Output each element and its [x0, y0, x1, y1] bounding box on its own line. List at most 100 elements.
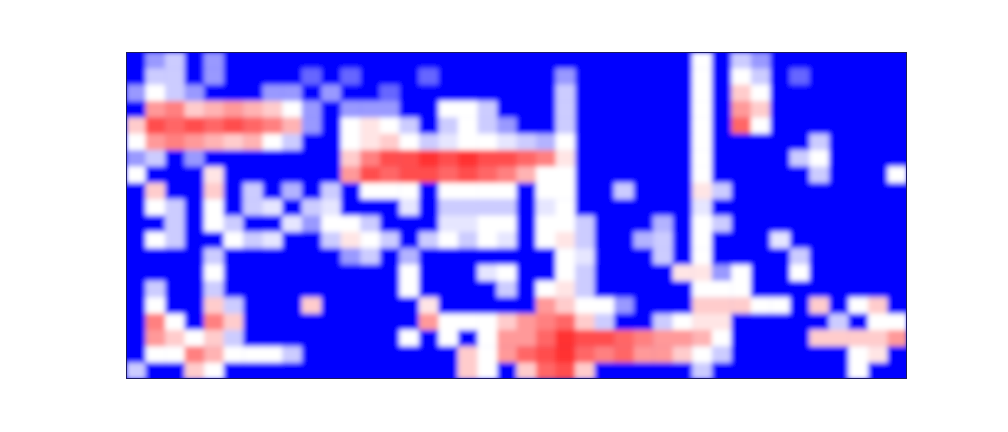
- heatmap-cell: [282, 248, 302, 265]
- heatmap-cell: [185, 150, 205, 167]
- heatmap-cell: [419, 52, 439, 69]
- heatmap-cell: [614, 134, 634, 151]
- heatmap-cell: [634, 150, 654, 167]
- heatmap-cell: [751, 68, 771, 85]
- heatmap-cell: [458, 265, 478, 282]
- heatmap-cell: [712, 363, 732, 379]
- heatmap-cell: [673, 216, 693, 233]
- heatmap-cell: [399, 346, 419, 363]
- heatmap-cell: [341, 68, 361, 85]
- heatmap-cell: [146, 166, 166, 183]
- heatmap-cell: [770, 68, 790, 85]
- heatmap-cell: [634, 232, 654, 249]
- heatmap-cell: [809, 150, 829, 167]
- heatmap-cell: [673, 134, 693, 151]
- heatmap-cell: [165, 101, 185, 118]
- heatmap-cell: [243, 297, 263, 314]
- heatmap-cell: [790, 297, 810, 314]
- heatmap-cell: [751, 117, 771, 134]
- heatmap-cell: [204, 101, 224, 118]
- heatmap-cell: [751, 216, 771, 233]
- heatmap-cell: [126, 52, 146, 69]
- heatmap-cell: [653, 199, 673, 216]
- heatmap-cell: [692, 232, 712, 249]
- heatmap-cell: [595, 166, 615, 183]
- heatmap-cell: [185, 330, 205, 347]
- heatmap-cell: [575, 150, 595, 167]
- heatmap-cell: [185, 265, 205, 282]
- heatmap-cell: [321, 52, 341, 69]
- heatmap-cell: [653, 314, 673, 331]
- heatmap-cell: [263, 281, 283, 298]
- heatmap-cell: [614, 314, 634, 331]
- heatmap-cell: [399, 101, 419, 118]
- heatmap-cell: [790, 314, 810, 331]
- heatmap-cell: [302, 52, 322, 69]
- heatmap-cell: [438, 314, 458, 331]
- heatmap-cell: [517, 314, 537, 331]
- heatmap-cell: [224, 232, 244, 249]
- heatmap-cell: [790, 85, 810, 102]
- heatmap-cell: [595, 232, 615, 249]
- heatmap-cell: [809, 166, 829, 183]
- heatmap-cell: [146, 117, 166, 134]
- heatmap-cell: [790, 134, 810, 151]
- heatmap-cell: [848, 68, 868, 85]
- heatmap-cell: [321, 330, 341, 347]
- heatmap-cell: [419, 363, 439, 379]
- heatmap-cell: [809, 199, 829, 216]
- heatmap-cell: [634, 68, 654, 85]
- heatmap-cell: [477, 232, 497, 249]
- heatmap-cell: [282, 199, 302, 216]
- heatmap-cell: [321, 183, 341, 200]
- heatmap-cell: [556, 216, 576, 233]
- heatmap-cell: [341, 281, 361, 298]
- heatmap-cell: [438, 101, 458, 118]
- heatmap-cell: [263, 52, 283, 69]
- heatmap-cell: [673, 117, 693, 134]
- heatmap-cell: [146, 199, 166, 216]
- heatmap-cell: [458, 134, 478, 151]
- heatmap-cell: [614, 232, 634, 249]
- heatmap-cell: [165, 166, 185, 183]
- heatmap-cell: [868, 150, 888, 167]
- heatmap-cell: [653, 134, 673, 151]
- heatmap-cell: [614, 216, 634, 233]
- heatmap-cell: [263, 68, 283, 85]
- heatmap-cell: [321, 199, 341, 216]
- heatmap-cell: [341, 216, 361, 233]
- heatmap-cell: [731, 117, 751, 134]
- heatmap-cell: [497, 101, 517, 118]
- heatmap-cell: [536, 314, 556, 331]
- heatmap-cell: [731, 150, 751, 167]
- heatmap-cell: [302, 150, 322, 167]
- heatmap-cell: [809, 232, 829, 249]
- heatmap-cell: [536, 346, 556, 363]
- heatmap-cell: [809, 248, 829, 265]
- heatmap-cell: [360, 248, 380, 265]
- heatmap-cell: [595, 101, 615, 118]
- heatmap-cell: [790, 346, 810, 363]
- heatmap-cell: [243, 166, 263, 183]
- heatmap-cell: [399, 363, 419, 379]
- heatmap-cell: [556, 297, 576, 314]
- heatmap-cell: [887, 346, 907, 363]
- heatmap-cell: [146, 363, 166, 379]
- heatmap-cell: [224, 52, 244, 69]
- heatmap-cell: [829, 183, 849, 200]
- heatmap-cell: [829, 101, 849, 118]
- heatmap-cell: [887, 183, 907, 200]
- heatmap-cell: [185, 101, 205, 118]
- heatmap-cell: [497, 117, 517, 134]
- heatmap-cell: [575, 216, 595, 233]
- heatmap-cell: [634, 101, 654, 118]
- heatmap-cell: [302, 330, 322, 347]
- heatmap-cell: [419, 232, 439, 249]
- heatmap-cell: [712, 330, 732, 347]
- heatmap-cell: [399, 199, 419, 216]
- heatmap-cell: [165, 314, 185, 331]
- heatmap-cell: [868, 265, 888, 282]
- heatmap-cell: [536, 297, 556, 314]
- heatmap-cell: [146, 134, 166, 151]
- heatmap-cell: [517, 117, 537, 134]
